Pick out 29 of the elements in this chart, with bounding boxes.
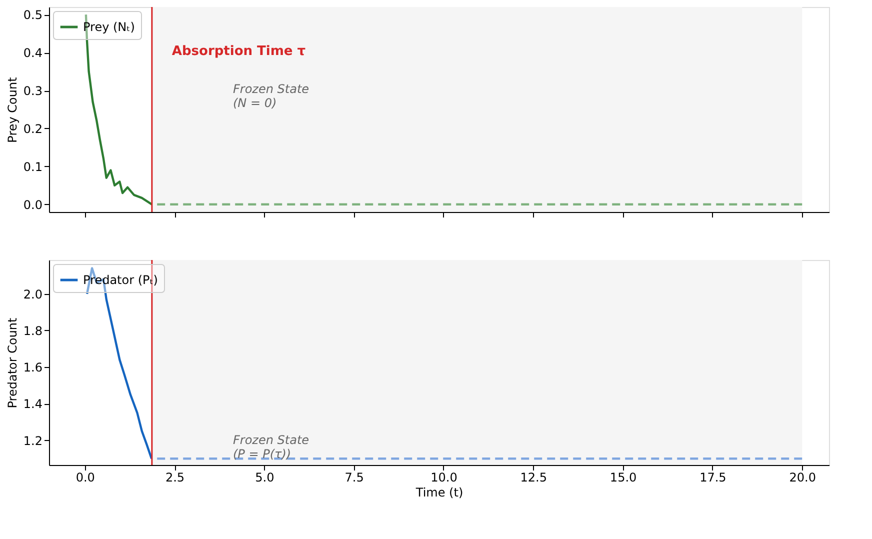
y-tick-label: 0.3 <box>23 84 42 98</box>
y-tick-label: 0.0 <box>23 198 42 212</box>
x-tick-label: 7.5 <box>344 470 364 484</box>
y-tick-label: 0.2 <box>23 122 42 136</box>
y-tick-label: 1.6 <box>23 360 42 375</box>
y-tick-label: 1.4 <box>23 397 42 412</box>
x-tick-label: 15.0 <box>610 470 637 484</box>
y-axis-title: Predator Count <box>5 317 20 408</box>
x-axis-title: Time (t) <box>414 486 464 500</box>
ref-line-label: Absorption Time τ <box>172 44 306 59</box>
y-axis-title: Prey Count <box>5 76 20 143</box>
y-tick-label: 1.2 <box>23 434 42 448</box>
annotation: Frozen State (N = 0) <box>233 82 310 110</box>
x-tick-label: 5.0 <box>255 470 274 484</box>
x-tick-label: 17.5 <box>700 470 726 484</box>
y-tick-label: 0.4 <box>23 46 42 60</box>
x-tick-label: 2.5 <box>165 470 185 484</box>
line-series <box>84 13 154 206</box>
y-tick-label: 1.8 <box>23 324 42 338</box>
x-tick-label: 20.0 <box>789 470 816 484</box>
legend-label: Prey (Nₜ) <box>83 20 135 34</box>
y-tick-label: 0.5 <box>23 8 42 22</box>
y-tick-label: 0.1 <box>23 160 42 174</box>
x-tick-label: 10.0 <box>430 470 458 484</box>
x-tick-label: 12.5 <box>520 470 547 484</box>
legend-label: Predator (Pₜ) <box>83 273 158 287</box>
y-tick-label: 2.0 <box>23 287 42 302</box>
x-tick-label: 0.0 <box>76 470 95 484</box>
annotation: Frozen State (P = P(τ)) <box>233 433 310 461</box>
